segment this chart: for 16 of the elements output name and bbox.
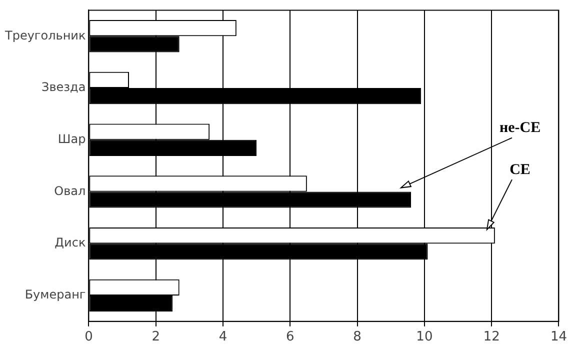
y-tick-label: Шар (58, 132, 86, 146)
y-tick-label: Бумеранг (24, 288, 86, 302)
x-tick-label: 4 (218, 330, 228, 345)
y-tick-label: Диск (54, 236, 86, 250)
x-tick-label: 12 (483, 330, 500, 345)
x-tick-label: 2 (152, 330, 160, 345)
x-tick-label: 14 (550, 330, 567, 345)
y-tick-label: Треугольник (4, 28, 86, 42)
text: не-СЕ (499, 120, 541, 136)
text: СЕ (510, 162, 530, 178)
y-tick-label: Звезда (42, 80, 86, 94)
x-tick-label: 8 (353, 330, 362, 345)
y-tick-label: Овал (54, 184, 86, 198)
x-tick-label: 0 (84, 330, 93, 345)
x-tick-label: 10 (416, 330, 433, 345)
x-tick-label: 6 (286, 330, 294, 345)
